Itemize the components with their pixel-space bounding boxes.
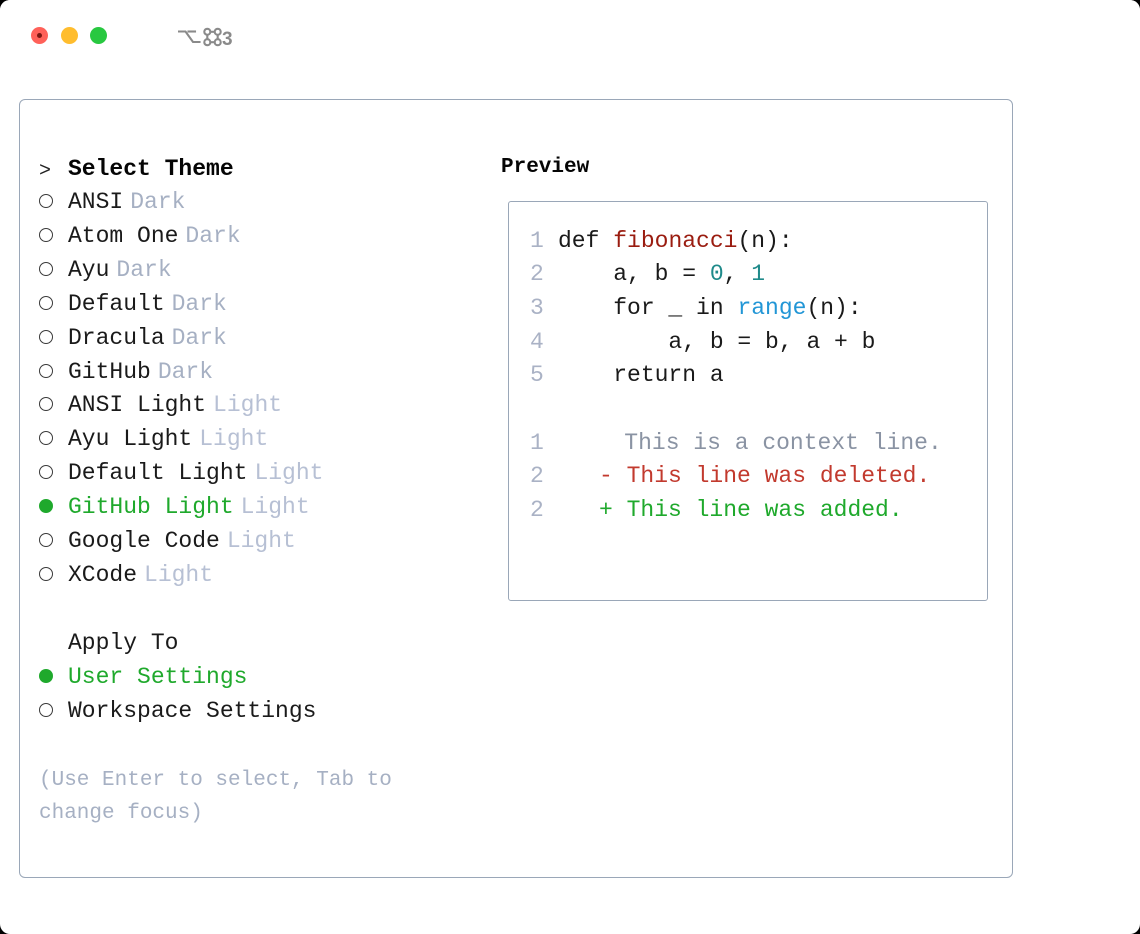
svg-text:3: 3: [222, 29, 233, 48]
